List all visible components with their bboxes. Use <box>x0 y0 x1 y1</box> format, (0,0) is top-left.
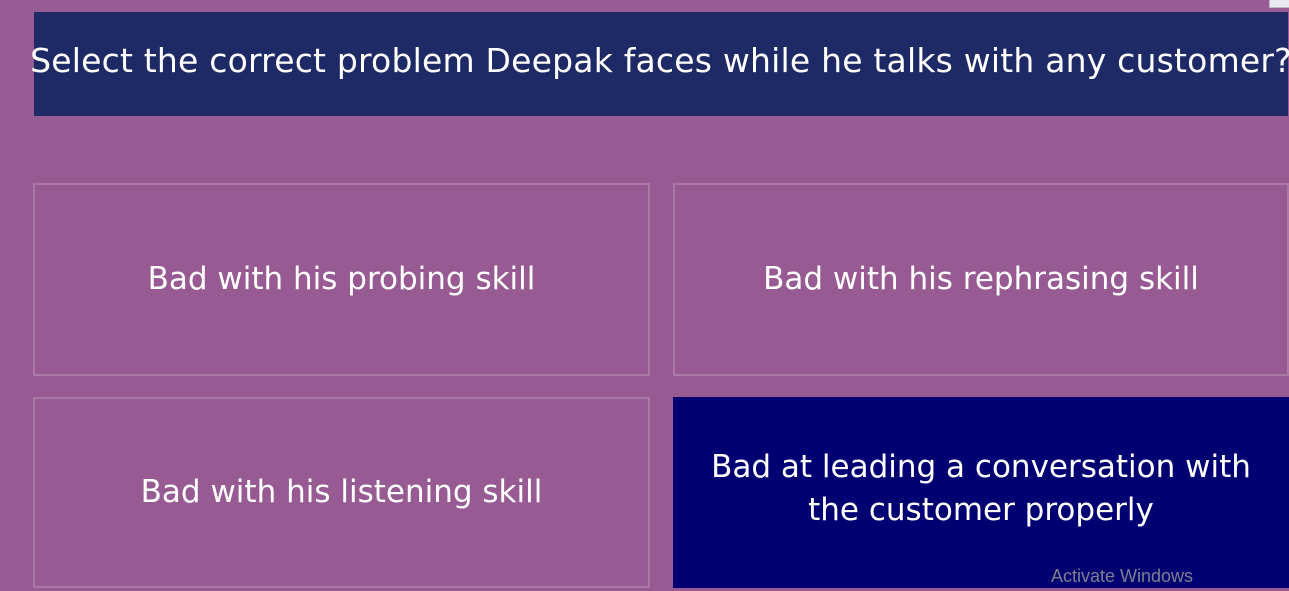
answer-option-label: Bad with his probing skill <box>147 261 536 297</box>
question-text: Select the correct problem Deepak faces … <box>30 40 1289 80</box>
answer-option-label: Bad with his listening skill <box>140 474 543 510</box>
corner-window-control <box>1269 0 1289 8</box>
answer-option-a[interactable]: Bad with his probing skill <box>33 183 650 376</box>
question-banner: Select the correct problem Deepak faces … <box>30 12 1289 116</box>
answer-option-b[interactable]: Bad with his rephrasing skill <box>673 183 1289 376</box>
answer-option-d[interactable]: Bad at leading a conversation with the c… <box>673 397 1289 588</box>
activation-watermark: Activate Windows <box>1051 566 1194 586</box>
answer-option-c[interactable]: Bad with his listening skill <box>33 397 650 588</box>
answer-option-label: Bad at leading a conversation with the c… <box>711 448 1251 528</box>
answer-option-label: Bad with his rephrasing skill <box>763 261 1199 297</box>
